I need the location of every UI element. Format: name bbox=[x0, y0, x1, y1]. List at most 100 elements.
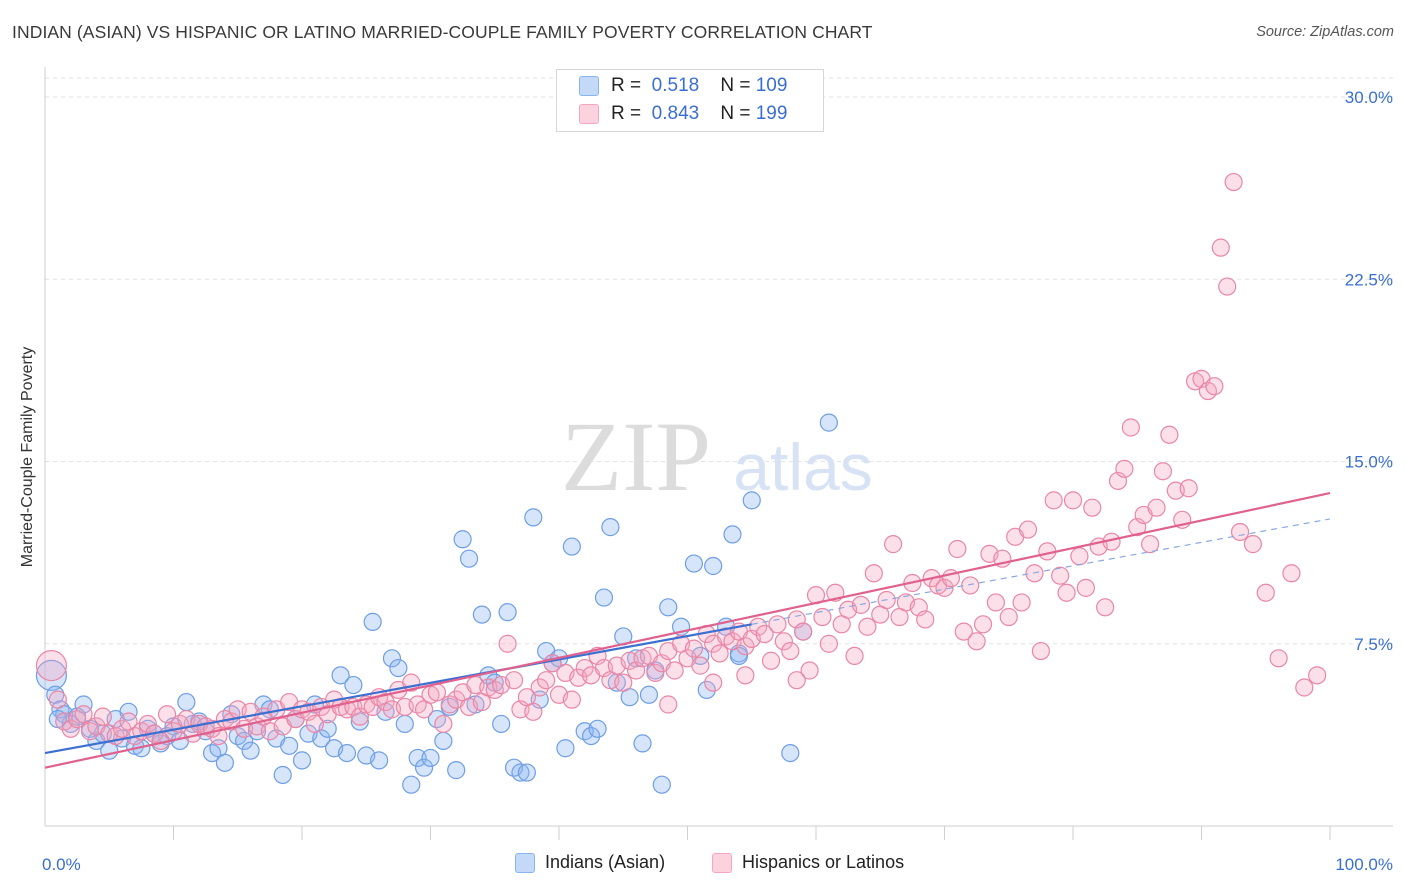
indians-point bbox=[292, 751, 312, 770]
n-value: 199 bbox=[755, 103, 788, 124]
hispanics-swatch bbox=[712, 852, 732, 873]
hispanics-point bbox=[736, 637, 755, 656]
indians-point bbox=[363, 612, 382, 631]
indians-point bbox=[588, 719, 607, 738]
indians-point bbox=[177, 692, 196, 712]
hispanics-point bbox=[1211, 238, 1230, 257]
indians-point bbox=[524, 508, 543, 527]
hispanics-point bbox=[1044, 491, 1063, 510]
indians-point bbox=[119, 702, 138, 721]
hispanics-point bbox=[704, 673, 723, 692]
hispanics-point bbox=[614, 673, 633, 692]
hispanics-point bbox=[1218, 277, 1237, 296]
hispanics-point bbox=[948, 539, 967, 559]
indians-point bbox=[556, 739, 575, 758]
hispanics-point bbox=[498, 634, 517, 653]
indians-point bbox=[370, 751, 389, 770]
indians-point bbox=[408, 748, 427, 768]
hispanics-point bbox=[1147, 498, 1166, 517]
hispanics-point bbox=[1295, 678, 1314, 697]
hispanics-point bbox=[1230, 522, 1250, 542]
hispanics-point bbox=[794, 622, 813, 641]
hispanics-point bbox=[800, 661, 819, 680]
hispanics-point bbox=[1224, 172, 1243, 192]
hispanics-point bbox=[1031, 641, 1050, 661]
r-label: R = bbox=[611, 103, 642, 124]
r-value: 0.843 bbox=[651, 103, 700, 124]
hispanics-point bbox=[1063, 491, 1083, 510]
hispanics-point bbox=[157, 705, 177, 724]
indians-point bbox=[594, 588, 614, 607]
hispanics-point bbox=[1057, 583, 1076, 602]
hispanics-point bbox=[504, 671, 524, 690]
indians-point bbox=[633, 734, 652, 753]
hispanics-point bbox=[1076, 578, 1095, 597]
bottom-legend-indians: Indians (Asian) bbox=[515, 852, 665, 873]
indians-point bbox=[511, 763, 530, 782]
indians-point bbox=[280, 736, 299, 755]
indians-point bbox=[344, 675, 363, 695]
hispanics-point bbox=[961, 576, 980, 595]
hispanics-point bbox=[684, 639, 704, 658]
hispanics-point bbox=[935, 578, 954, 597]
indians-point bbox=[35, 659, 68, 691]
hispanics-point bbox=[916, 610, 935, 629]
indians-point bbox=[331, 666, 350, 685]
hispanics-point bbox=[845, 646, 864, 666]
hispanics-point bbox=[74, 705, 93, 724]
hispanics-point bbox=[954, 622, 973, 641]
n-label: N = bbox=[720, 75, 751, 96]
hispanics-point bbox=[999, 607, 1018, 627]
hispanics-point bbox=[1308, 666, 1327, 685]
hispanics-point bbox=[883, 535, 903, 554]
hispanics-point bbox=[1140, 535, 1160, 554]
legend-row-indians: R = 0.518 N = 109 bbox=[579, 75, 787, 97]
hispanics-point bbox=[986, 593, 1006, 612]
hispanics-point bbox=[1179, 479, 1198, 498]
hispanics-point bbox=[755, 624, 774, 644]
hispanics-trend-line bbox=[44, 492, 1331, 769]
hispanics-point bbox=[1243, 535, 1263, 554]
x-tick-label: 100.0% bbox=[1335, 855, 1393, 874]
indians-point bbox=[704, 556, 723, 576]
hispanics-point bbox=[819, 634, 838, 653]
indians-point bbox=[434, 731, 453, 751]
hispanics-point bbox=[48, 690, 67, 709]
watermark-atlas: atlas bbox=[733, 430, 872, 504]
hispanics-point bbox=[93, 707, 112, 726]
hispanics-point bbox=[864, 564, 883, 583]
hispanics-point bbox=[562, 690, 581, 709]
indians-legend-label: Indians (Asian) bbox=[545, 852, 666, 872]
y-tick-label: 15.0% bbox=[1345, 453, 1393, 472]
hispanics-point bbox=[736, 666, 755, 685]
hispanics-swatch bbox=[579, 104, 599, 124]
hispanics-point bbox=[530, 678, 549, 697]
hispanics-point bbox=[1083, 498, 1102, 517]
hispanics-point bbox=[1269, 649, 1288, 668]
y-tick-label: 22.5% bbox=[1345, 270, 1393, 289]
indians-point bbox=[459, 549, 479, 568]
indians-point bbox=[241, 741, 260, 760]
hispanics-point bbox=[138, 714, 157, 734]
hispanics-point bbox=[434, 714, 453, 734]
watermark-zip: ZIP bbox=[561, 401, 711, 512]
hispanics-point bbox=[646, 663, 665, 683]
chart-title: INDIAN (ASIAN) VS HISPANIC OR LATINO MAR… bbox=[12, 22, 873, 42]
indians-point bbox=[389, 658, 408, 678]
hispanics-point bbox=[575, 658, 594, 678]
hispanics-point bbox=[427, 683, 447, 702]
hispanics-point bbox=[1051, 566, 1070, 585]
hispanics-point bbox=[781, 641, 800, 661]
hispanics-point bbox=[1070, 547, 1089, 566]
indians-point bbox=[273, 765, 292, 785]
hispanics-point bbox=[858, 617, 877, 636]
hispanics-point bbox=[376, 692, 395, 712]
y-tick-label: 30.0% bbox=[1345, 88, 1393, 107]
hispanics-legend-label: Hispanics or Latinos bbox=[742, 852, 905, 872]
hispanics-point bbox=[524, 702, 543, 721]
hispanics-point bbox=[1121, 418, 1140, 437]
indians-point bbox=[697, 680, 716, 700]
indians-point bbox=[447, 761, 466, 780]
indians-trend-line bbox=[44, 623, 752, 755]
